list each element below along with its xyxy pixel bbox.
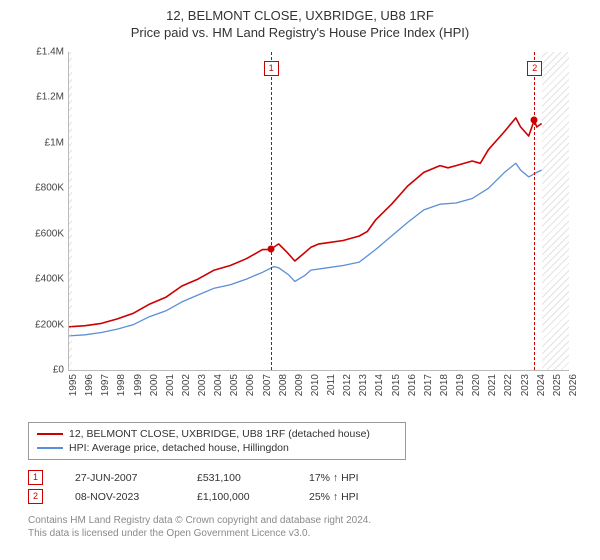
legend-item: HPI: Average price, detached house, Hill… — [37, 441, 397, 455]
legend-swatch — [37, 447, 63, 449]
y-tick-label: £600K — [20, 228, 64, 239]
sales-delta: 25% ↑ HPI — [309, 491, 389, 503]
sales-row: 1 27-JUN-2007 £531,100 17% ↑ HPI — [28, 468, 590, 487]
sales-delta: 17% ↑ HPI — [309, 472, 389, 484]
sale-point — [531, 117, 538, 124]
series-line-price_paid — [69, 118, 542, 327]
sales-table: 1 27-JUN-2007 £531,100 17% ↑ HPI 2 08-NOV-202… — [28, 468, 590, 506]
x-tick-label: 2026 — [568, 374, 600, 396]
hatch-region — [542, 52, 569, 370]
sale-marker: 2 — [527, 61, 542, 76]
y-tick-label: £200K — [20, 319, 64, 330]
y-tick-label: £0 — [20, 365, 64, 376]
y-tick-label: £1M — [20, 137, 64, 148]
sale-divider — [271, 52, 272, 370]
sales-marker: 2 — [28, 489, 43, 504]
footnote-line: Contains HM Land Registry data © Crown c… — [28, 514, 590, 527]
footnote-line: This data is licensed under the Open Gov… — [28, 527, 590, 540]
page-subtitle: Price paid vs. HM Land Registry's House … — [10, 25, 590, 40]
sales-price: £1,100,000 — [197, 491, 277, 503]
sale-point — [267, 246, 274, 253]
legend-item: 12, BELMONT CLOSE, UXBRIDGE, UB8 1RF (de… — [37, 427, 397, 441]
y-tick-label: £800K — [20, 183, 64, 194]
chart: £0£200K£400K£600K£800K£1M£1.2M£1.4M 12 1… — [20, 46, 580, 416]
y-tick-label: £1.2M — [20, 92, 64, 103]
sales-row: 2 08-NOV-2023 £1,100,000 25% ↑ HPI — [28, 487, 590, 506]
sales-price: £531,100 — [197, 472, 277, 484]
page-title: 12, BELMONT CLOSE, UXBRIDGE, UB8 1RF — [10, 8, 590, 23]
legend-swatch — [37, 433, 63, 435]
sales-date: 08-NOV-2023 — [75, 491, 165, 503]
y-tick-label: £1.4M — [20, 47, 64, 58]
sales-marker: 1 — [28, 470, 43, 485]
footnote: Contains HM Land Registry data © Crown c… — [28, 514, 590, 540]
hatch-region — [69, 52, 72, 370]
plot-region: 12 — [68, 52, 569, 371]
legend-label: HPI: Average price, detached house, Hill… — [69, 442, 289, 454]
sales-date: 27-JUN-2007 — [75, 472, 165, 484]
legend: 12, BELMONT CLOSE, UXBRIDGE, UB8 1RF (de… — [28, 422, 406, 460]
sale-marker: 1 — [264, 61, 279, 76]
y-tick-label: £400K — [20, 274, 64, 285]
legend-label: 12, BELMONT CLOSE, UXBRIDGE, UB8 1RF (de… — [69, 428, 370, 440]
sale-divider — [534, 52, 535, 370]
